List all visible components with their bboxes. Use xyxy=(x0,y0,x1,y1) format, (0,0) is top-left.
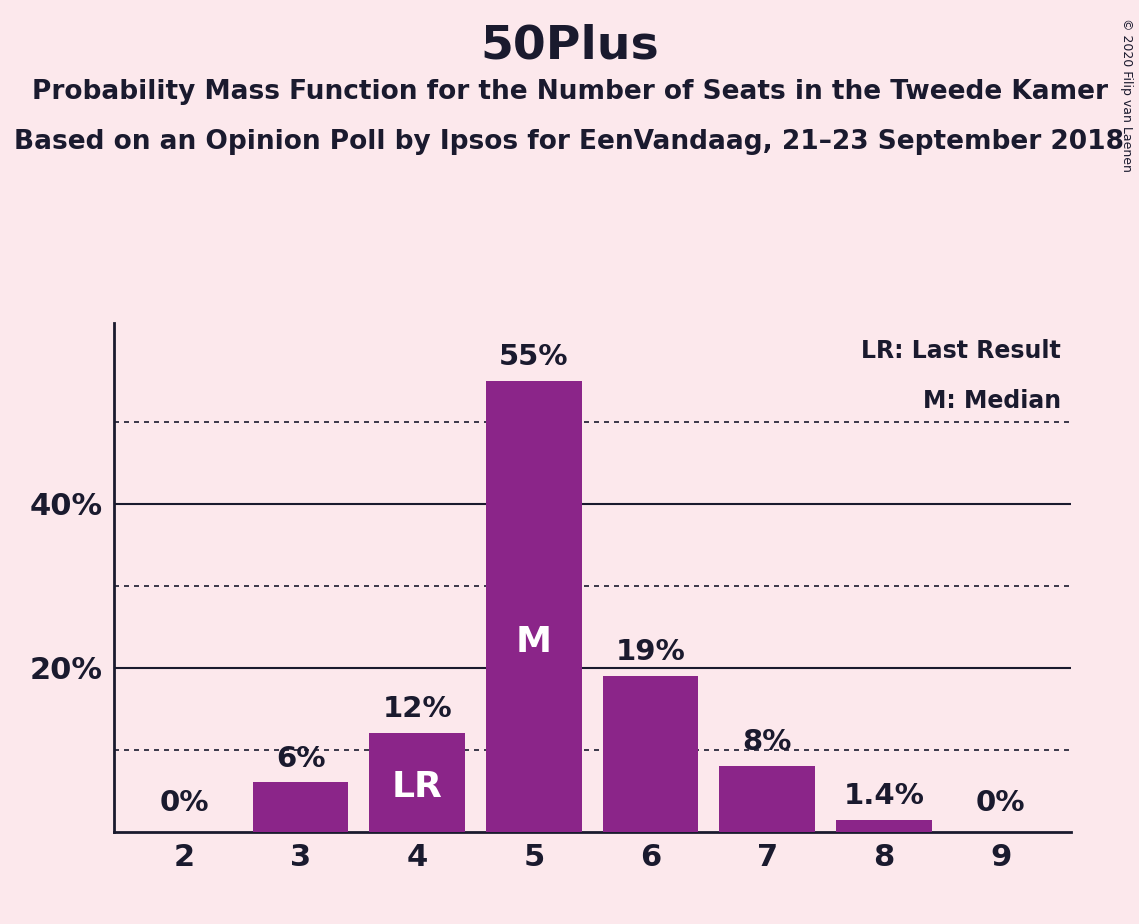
Text: 0%: 0% xyxy=(159,789,208,817)
Text: 19%: 19% xyxy=(616,638,686,666)
Text: © 2020 Filip van Laenen: © 2020 Filip van Laenen xyxy=(1121,18,1133,173)
Bar xyxy=(836,821,932,832)
Bar xyxy=(720,766,816,832)
Text: LR: LR xyxy=(392,771,443,804)
Text: Probability Mass Function for the Number of Seats in the Tweede Kamer: Probability Mass Function for the Number… xyxy=(32,79,1107,104)
Bar xyxy=(253,783,349,832)
Bar xyxy=(486,381,582,832)
Text: 6%: 6% xyxy=(276,745,326,772)
Text: Based on an Opinion Poll by Ipsos for EenVandaag, 21–23 September 2018: Based on an Opinion Poll by Ipsos for Ee… xyxy=(15,129,1124,155)
Text: 8%: 8% xyxy=(743,728,792,756)
Text: M: Median: M: Median xyxy=(923,390,1062,413)
Text: 1.4%: 1.4% xyxy=(844,783,925,810)
Bar xyxy=(603,675,698,832)
Text: LR: Last Result: LR: Last Result xyxy=(861,338,1062,362)
Text: 50Plus: 50Plus xyxy=(481,23,658,68)
Text: 12%: 12% xyxy=(383,696,452,723)
Text: 0%: 0% xyxy=(976,789,1025,817)
Text: 55%: 55% xyxy=(499,343,568,371)
Text: M: M xyxy=(516,626,552,659)
Bar xyxy=(369,734,465,832)
